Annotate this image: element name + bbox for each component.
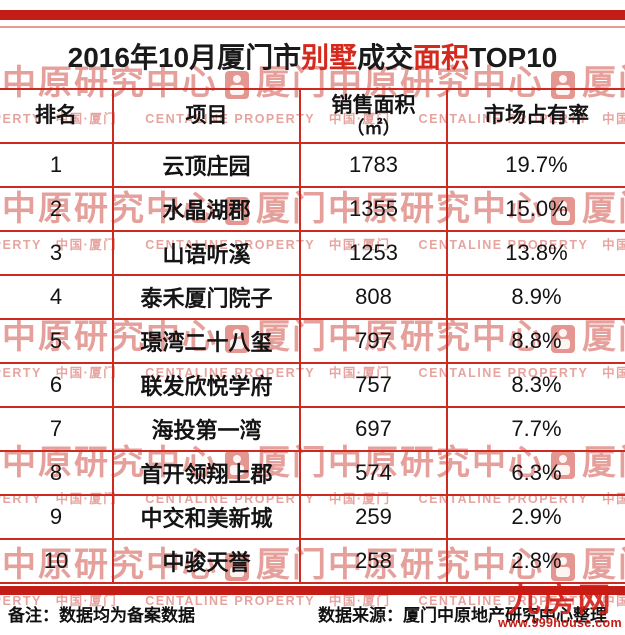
share-cell: 6.3% [446,450,625,496]
share-cell: 7.7% [446,406,625,452]
rank-cell: 5 [0,318,114,364]
share-cell: 2.9% [446,494,625,540]
table-row: 3 山语听溪 1253 13.8% [0,230,625,276]
table-row: 4 泰禾厦门院子 808 8.9% [0,274,625,320]
jiufang-logo-text: 九房网 [507,581,613,618]
area-cell: 259 [299,494,448,540]
project-cell: 中交和美新城 [112,494,301,540]
area-cell: 697 [299,406,448,452]
title-part: TOP10 [469,42,558,73]
share-cell: 19.7% [446,142,625,188]
col-header-rank: 排名 [0,88,114,144]
share-cell: 8.9% [446,274,625,320]
share-cell: 8.8% [446,318,625,364]
rank-cell: 9 [0,494,114,540]
rank-cell: 1 [0,142,114,188]
header-row: 排名 项目 销售面积 （㎡） 市场占有率 [0,88,625,144]
rank-cell: 3 [0,230,114,276]
rank-cell: 2 [0,186,114,232]
rank-cell: 4 [0,274,114,320]
rank-cell: 6 [0,362,114,408]
title-part-highlight: 面积 [413,42,470,73]
table-row: 7 海投第一湾 697 7.7% [0,406,625,452]
top-accent-bar [0,10,625,20]
title-part: 2016年10月厦门市 [67,42,302,73]
title-part: 成交 [357,42,414,73]
area-cell: 258 [299,538,448,584]
table-row: 6 联发欣悦学府 757 8.3% [0,362,625,408]
area-cell: 1783 [299,142,448,188]
rank-cell: 7 [0,406,114,452]
area-cell: 808 [299,274,448,320]
table-row: 8 首开领翔上郡 574 6.3% [0,450,625,496]
area-cell: 574 [299,450,448,496]
top-thin-line [0,26,625,28]
share-cell: 8.3% [446,362,625,408]
project-cell: 云顶庄园 [112,142,301,188]
ranking-table-wrap: 排名 项目 销售面积 （㎡） 市场占有率 1 云顶庄园 1783 19.7% [0,88,625,584]
rank-cell: 8 [0,450,114,496]
area-cell: 757 [299,362,448,408]
rank-cell: 10 [0,538,114,584]
col-header-area: 销售面积 （㎡） [299,88,448,144]
project-cell: 中骏天誉 [112,538,301,584]
project-cell: 泰禾厦门院子 [112,274,301,320]
area-cell: 1253 [299,230,448,276]
ranking-table: 排名 项目 销售面积 （㎡） 市场占有率 1 云顶庄园 1783 19.7% [0,88,625,584]
col-header-project: 项目 [112,88,301,144]
title-part-highlight: 别墅 [301,42,358,73]
area-cell: 1355 [299,186,448,232]
project-cell: 璟湾二十八玺 [112,318,301,364]
project-cell: 水晶湖郡 [112,186,301,232]
share-cell: 15.0% [446,186,625,232]
project-cell: 首开领翔上郡 [112,450,301,496]
table-row: 2 水晶湖郡 1355 15.0% [0,186,625,232]
share-cell: 2.8% [446,538,625,584]
col-header-share: 市场占有率 [446,88,625,144]
footer-data-source: 数据来源：厦门中原地产研究中心整理 [318,606,607,625]
col-header-area-line2: （㎡） [346,117,401,138]
project-cell: 联发欣悦学府 [112,362,301,408]
table-row: 10 中骏天誉 258 2.8% [0,538,625,584]
project-cell: 海投第一湾 [112,406,301,452]
share-cell: 13.8% [446,230,625,276]
page-title: 2016年10月厦门市别墅成交面积TOP10 [0,36,625,76]
col-header-area-line1: 销售面积 [331,93,416,117]
table-row: 9 中交和美新城 259 2.9% [0,494,625,540]
jiufang-logo: 九房网 www.999house.com [496,581,624,630]
table-row: 5 璟湾二十八玺 797 8.8% [0,318,625,364]
jiufang-logo-url: www.999house.com [498,616,622,630]
bottom-accent-bar [0,586,625,595]
footer-note: 备注：数据均为备案数据 [8,606,195,625]
area-cell: 797 [299,318,448,364]
project-cell: 山语听溪 [112,230,301,276]
table-row: 1 云顶庄园 1783 19.7% [0,142,625,188]
